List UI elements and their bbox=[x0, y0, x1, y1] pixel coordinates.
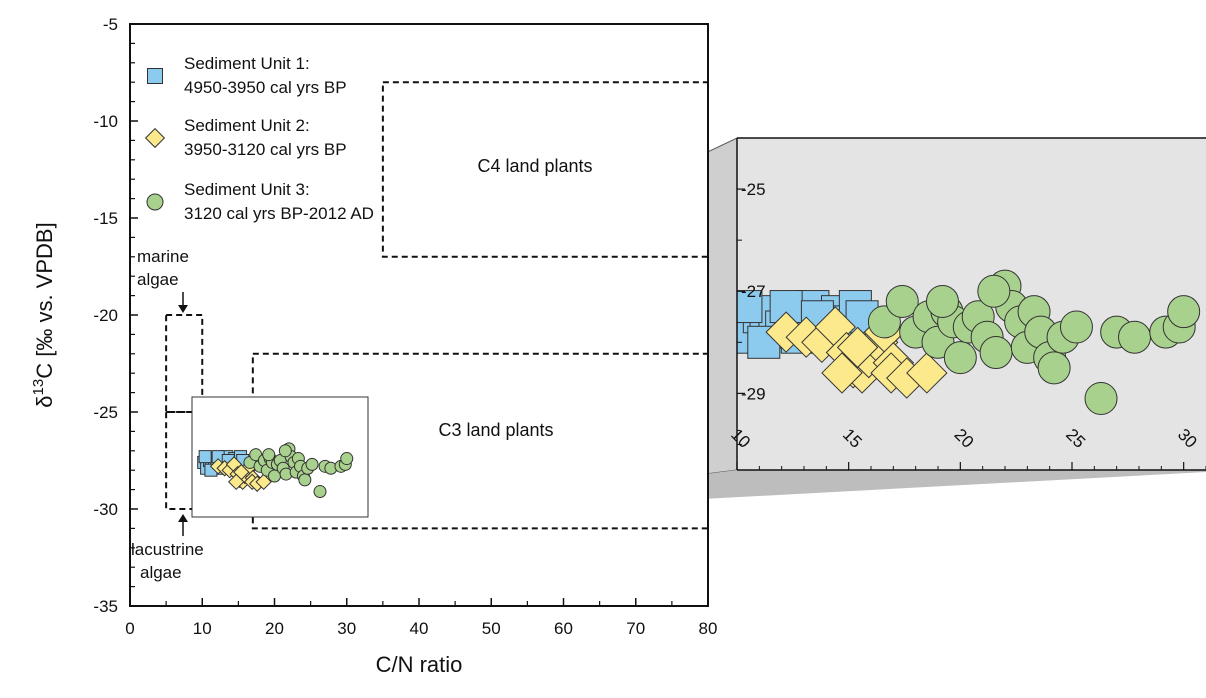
legend-label-s3-line-1: Sediment Unit 3: bbox=[184, 180, 310, 199]
y-tick-label: -15 bbox=[93, 209, 118, 228]
x-tick-label: 40 bbox=[410, 619, 429, 638]
main-point-s3-28 bbox=[340, 452, 354, 466]
main-point-s3-20 bbox=[298, 473, 312, 487]
main-point-s2-16 bbox=[255, 473, 272, 491]
y-tick-label: -20 bbox=[93, 306, 118, 325]
y-axis-title: δ13C [‰ vs. VPDB] bbox=[30, 222, 57, 407]
inset-point-s3-23 bbox=[1084, 381, 1118, 415]
y-tick-label: -10 bbox=[93, 112, 118, 131]
legend-marker-s3 bbox=[146, 193, 164, 211]
main-plot-frame bbox=[130, 24, 708, 606]
legend-label-s1-line-1: Sediment Unit 1: bbox=[184, 54, 310, 73]
inset-point-s3-29 bbox=[925, 284, 959, 318]
inset-point-s2-16 bbox=[906, 352, 948, 394]
y-tick-label: -35 bbox=[93, 597, 118, 616]
legend-marker-s2 bbox=[144, 127, 166, 149]
main-point-s3-30 bbox=[278, 444, 292, 458]
legend-marker-s1 bbox=[147, 68, 163, 84]
main-point-s1-17 bbox=[198, 450, 212, 464]
region-label-marine-line-1: marine bbox=[137, 247, 189, 266]
y-axis-title-sup: 13 bbox=[30, 379, 47, 396]
inset-point-s1-17 bbox=[737, 290, 763, 324]
inset-point-s3-8 bbox=[943, 341, 977, 375]
legend-label-s2-line-1: Sediment Unit 2: bbox=[184, 116, 310, 135]
inset-point-s3-28 bbox=[1167, 295, 1201, 329]
region-label-c3: C3 land plants bbox=[438, 420, 553, 440]
inset-y-tick-label: -27 bbox=[741, 282, 766, 301]
y-axis-title-main: C [‰ vs. VPDB] bbox=[32, 222, 57, 378]
inset-point-s3-12 bbox=[979, 336, 1013, 370]
legend-label-s2-line-2: 3950-3120 cal yrs BP bbox=[184, 140, 347, 159]
y-tick-label: -30 bbox=[93, 500, 118, 519]
x-tick-label: 60 bbox=[554, 619, 573, 638]
x-tick-label: 50 bbox=[482, 619, 501, 638]
inset-point-s3-20 bbox=[1037, 351, 1071, 385]
x-tick-label: 10 bbox=[193, 619, 212, 638]
region-label-lacustrine-line-2: algae bbox=[140, 563, 182, 582]
inset-y-tick-label: -25 bbox=[741, 180, 766, 199]
main-point-s3-22 bbox=[305, 457, 319, 471]
inset-point-s3-25 bbox=[1118, 320, 1152, 354]
main-points bbox=[197, 442, 354, 499]
main-ticks: 0 10 20 30 40 50 60 70 80 -5 -10 -15 -20 -25 -30 -35 bbox=[93, 15, 717, 638]
inset-y-tick-label: -29 bbox=[741, 384, 766, 403]
inset-point-s2-13 bbox=[821, 352, 863, 394]
legend-label-s3-line-2: 3120 cal yrs BP-2012 AD bbox=[184, 204, 374, 223]
x-tick-label: 30 bbox=[337, 619, 356, 638]
x-tick-label: 20 bbox=[265, 619, 284, 638]
main-point-s3-29 bbox=[262, 448, 276, 462]
lacustrine-arrow-head bbox=[178, 514, 188, 522]
x-axis-title: C/N ratio bbox=[376, 652, 463, 677]
x-tick-label: 0 bbox=[125, 619, 134, 638]
y-tick-label: -5 bbox=[103, 15, 118, 34]
inset-point-s3-30 bbox=[977, 274, 1011, 308]
region-label-c4: C4 land plants bbox=[477, 156, 592, 176]
x-tick-label: 80 bbox=[699, 619, 718, 638]
marine-arrow-head bbox=[178, 305, 188, 313]
region-label-lacustrine-line-1: lacustrine bbox=[131, 540, 204, 559]
region-label-marine-line-2: algae bbox=[137, 270, 179, 289]
legend-label-s1-line-2: 4950-3950 cal yrs BP bbox=[184, 78, 347, 97]
main-point-s3-23 bbox=[313, 485, 327, 499]
region-marine-algae bbox=[165, 314, 204, 413]
inset-point-s3-22 bbox=[1059, 310, 1093, 344]
y-axis-title-delta: δ bbox=[32, 395, 57, 407]
inset-point-s2-12 bbox=[836, 326, 879, 369]
inset-points bbox=[737, 269, 1201, 415]
inset-panel: 10 15 20 25 30-25-27-29 bbox=[727, 137, 1206, 471]
legend: Sediment Unit 1: 4950-3950 cal yrs BP Sedi… bbox=[144, 54, 374, 223]
main-point-s2-13 bbox=[228, 473, 245, 491]
inset-point-s3-2 bbox=[885, 284, 919, 318]
y-tick-label: -25 bbox=[93, 403, 118, 422]
x-tick-label: 70 bbox=[626, 619, 645, 638]
